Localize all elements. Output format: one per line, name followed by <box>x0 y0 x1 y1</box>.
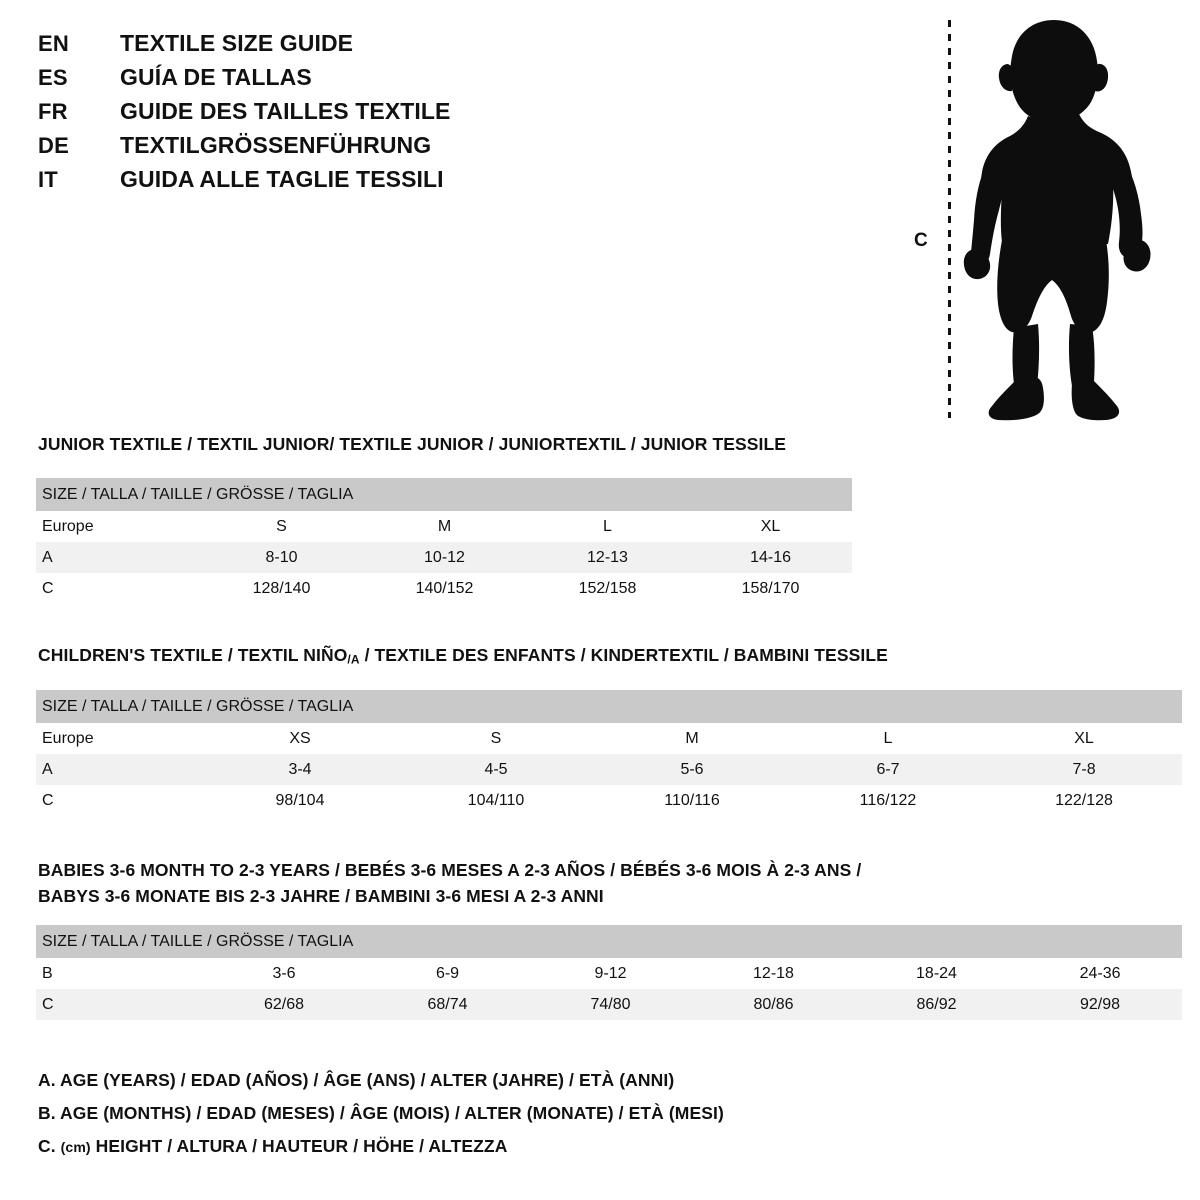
table-cell: 74/80 <box>529 989 692 1020</box>
table-cell: S <box>200 511 363 542</box>
language-title: TEXTILE SIZE GUIDE <box>120 30 354 56</box>
height-dotted-line <box>948 20 951 418</box>
language-code: DE <box>38 133 69 158</box>
table-cell: 10-12 <box>363 542 526 573</box>
babies-size-bar-label: SIZE / TALLA / TAILLE / GRÖSSE / TAGLIA <box>36 925 1183 958</box>
table-cell: 6-9 <box>366 958 529 989</box>
table-row: C 98/104 104/110 110/116 116/122 122/128 <box>36 785 1183 816</box>
table-row: Europe S M L XL <box>36 511 853 542</box>
children-heading-sub: /A <box>347 652 360 667</box>
table-cell: XL <box>986 723 1183 754</box>
junior-section-heading: JUNIOR TEXTILE / TEXTIL JUNIOR/ TEXTILE … <box>38 434 787 454</box>
table-row: C 128/140 140/152 152/158 158/170 <box>36 573 853 604</box>
table-cell: 104/110 <box>398 785 594 816</box>
table-cell: S <box>398 723 594 754</box>
table-cell: 122/128 <box>986 785 1183 816</box>
table-row: C 62/68 68/74 74/80 80/86 86/92 92/98 <box>36 989 1183 1020</box>
table-cell: 9-12 <box>529 958 692 989</box>
language-title: GUIDE DES TAILLES TEXTILE <box>120 98 451 124</box>
table-cell: 98/104 <box>202 785 398 816</box>
legend-block: A. AGE (YEARS) / EDAD (AÑOS) / ÂGE (ANS)… <box>38 1070 938 1169</box>
table-cell: 7-8 <box>986 754 1183 785</box>
row-label: C <box>36 785 202 816</box>
table-cell: 128/140 <box>200 573 363 604</box>
language-title: TEXTILGRÖSSENFÜHRUNG <box>120 132 432 158</box>
table-cell: 5-6 <box>594 754 790 785</box>
table-cell: L <box>526 511 689 542</box>
table-cell: 24-36 <box>1018 958 1183 989</box>
children-size-bar-row: SIZE / TALLA / TAILLE / GRÖSSE / TAGLIA <box>36 690 1183 723</box>
children-heading-pre: CHILDREN'S TEXTILE / TEXTIL NIÑO <box>38 645 348 665</box>
height-axis-label: C <box>914 230 928 251</box>
language-title-block: EN TEXTILE SIZE GUIDE ES GUÍA DE TALLAS … <box>38 30 598 200</box>
legend-c-unit: (cm) <box>60 1139 91 1155</box>
row-label: C <box>36 573 200 604</box>
legend-line-c: C. (cm) HEIGHT / ALTURA / HAUTEUR / HÖHE… <box>38 1136 938 1169</box>
legend-c-prefix: C. <box>38 1136 61 1156</box>
table-cell: 152/158 <box>526 573 689 604</box>
table-cell: 116/122 <box>790 785 986 816</box>
children-section-heading: CHILDREN'S TEXTILE / TEXTIL NIÑO/A / TEX… <box>38 645 888 667</box>
babies-size-table: SIZE / TALLA / TAILLE / GRÖSSE / TAGLIA … <box>36 925 1183 1020</box>
table-row: Europe XS S M L XL <box>36 723 1183 754</box>
table-row: A 8-10 10-12 12-13 14-16 <box>36 542 853 573</box>
table-cell: 68/74 <box>366 989 529 1020</box>
table-cell: 86/92 <box>855 989 1018 1020</box>
table-cell: M <box>363 511 526 542</box>
table-cell: 3-6 <box>202 958 366 989</box>
language-code: EN <box>38 31 69 56</box>
table-cell: 3-4 <box>202 754 398 785</box>
row-label: B <box>36 958 202 989</box>
children-heading-post: / TEXTILE DES ENFANTS / KINDERTEXTIL / B… <box>359 645 888 665</box>
table-cell: 80/86 <box>692 989 855 1020</box>
babies-section-heading-line1: BABIES 3-6 MONTH TO 2-3 YEARS / BEBÉS 3-… <box>38 860 862 880</box>
language-code: IT <box>38 167 58 192</box>
babies-size-bar-row: SIZE / TALLA / TAILLE / GRÖSSE / TAGLIA <box>36 925 1183 958</box>
language-title: GUIDA ALLE TAGLIE TESSILI <box>120 166 444 192</box>
legend-line-b: B. AGE (MONTHS) / EDAD (MESES) / ÂGE (MO… <box>38 1103 724 1123</box>
language-row: IT GUIDA ALLE TAGLIE TESSILI <box>38 166 598 198</box>
table-cell: 6-7 <box>790 754 986 785</box>
legend-c-text: HEIGHT / ALTURA / HAUTEUR / HÖHE / ALTEZ… <box>90 1136 508 1156</box>
language-row: ES GUÍA DE TALLAS <box>38 64 598 96</box>
language-row: EN TEXTILE SIZE GUIDE <box>38 30 598 62</box>
table-cell: 14-16 <box>689 542 853 573</box>
table-cell: M <box>594 723 790 754</box>
table-cell: 12-18 <box>692 958 855 989</box>
babies-section-heading-line2: BABYS 3-6 MONATE BIS 2-3 JAHRE / BAMBINI… <box>38 886 604 906</box>
language-code: FR <box>38 99 68 124</box>
height-measurement-figure: C <box>900 12 1165 424</box>
children-size-table: SIZE / TALLA / TAILLE / GRÖSSE / TAGLIA … <box>36 690 1183 816</box>
table-cell: 4-5 <box>398 754 594 785</box>
table-cell: XS <box>202 723 398 754</box>
language-row: FR GUIDE DES TAILLES TEXTILE <box>38 98 598 130</box>
junior-size-bar-row: SIZE / TALLA / TAILLE / GRÖSSE / TAGLIA <box>36 478 853 511</box>
table-cell: 110/116 <box>594 785 790 816</box>
table-cell: 140/152 <box>363 573 526 604</box>
table-cell: 18-24 <box>855 958 1018 989</box>
table-cell: 158/170 <box>689 573 853 604</box>
table-cell: 8-10 <box>200 542 363 573</box>
row-label: A <box>36 542 200 573</box>
table-cell: L <box>790 723 986 754</box>
row-label: A <box>36 754 202 785</box>
table-cell: XL <box>689 511 853 542</box>
language-code: ES <box>38 65 68 90</box>
toddler-silhouette-icon <box>963 20 1151 421</box>
table-row: B 3-6 6-9 9-12 12-18 18-24 24-36 <box>36 958 1183 989</box>
row-label: Europe <box>36 723 202 754</box>
row-label: Europe <box>36 511 200 542</box>
table-cell: 12-13 <box>526 542 689 573</box>
table-row: A 3-4 4-5 5-6 6-7 7-8 <box>36 754 1183 785</box>
legend-line-a: A. AGE (YEARS) / EDAD (AÑOS) / ÂGE (ANS)… <box>38 1070 675 1090</box>
children-size-bar-label: SIZE / TALLA / TAILLE / GRÖSSE / TAGLIA <box>36 690 1183 723</box>
table-cell: 92/98 <box>1018 989 1183 1020</box>
table-cell: 62/68 <box>202 989 366 1020</box>
junior-size-bar-label: SIZE / TALLA / TAILLE / GRÖSSE / TAGLIA <box>36 478 853 511</box>
language-row: DE TEXTILGRÖSSENFÜHRUNG <box>38 132 598 164</box>
language-title: GUÍA DE TALLAS <box>120 64 312 90</box>
row-label: C <box>36 989 202 1020</box>
junior-size-table: SIZE / TALLA / TAILLE / GRÖSSE / TAGLIA … <box>36 478 853 604</box>
